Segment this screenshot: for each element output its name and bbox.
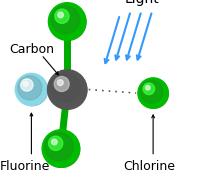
Text: Fluorine: Fluorine <box>0 160 50 173</box>
Circle shape <box>139 79 168 108</box>
Circle shape <box>48 70 87 109</box>
Circle shape <box>50 73 80 102</box>
Circle shape <box>15 73 48 106</box>
Circle shape <box>42 130 80 167</box>
Circle shape <box>54 76 69 91</box>
Circle shape <box>49 136 63 150</box>
Circle shape <box>58 12 63 18</box>
Circle shape <box>21 79 33 91</box>
Circle shape <box>57 80 63 86</box>
Text: Light: Light <box>125 0 160 6</box>
Circle shape <box>23 81 28 86</box>
Text: Chlorine: Chlorine <box>124 160 176 173</box>
Circle shape <box>45 133 73 161</box>
Circle shape <box>18 76 42 100</box>
Circle shape <box>52 139 57 145</box>
Circle shape <box>48 3 86 40</box>
Circle shape <box>140 80 163 103</box>
Circle shape <box>145 86 150 90</box>
Circle shape <box>17 75 48 106</box>
Circle shape <box>51 6 80 34</box>
Circle shape <box>138 78 168 108</box>
Circle shape <box>55 9 69 23</box>
Text: Carbon: Carbon <box>9 43 54 56</box>
Circle shape <box>50 4 86 40</box>
Circle shape <box>143 83 155 95</box>
Circle shape <box>44 132 80 167</box>
Circle shape <box>49 72 87 109</box>
